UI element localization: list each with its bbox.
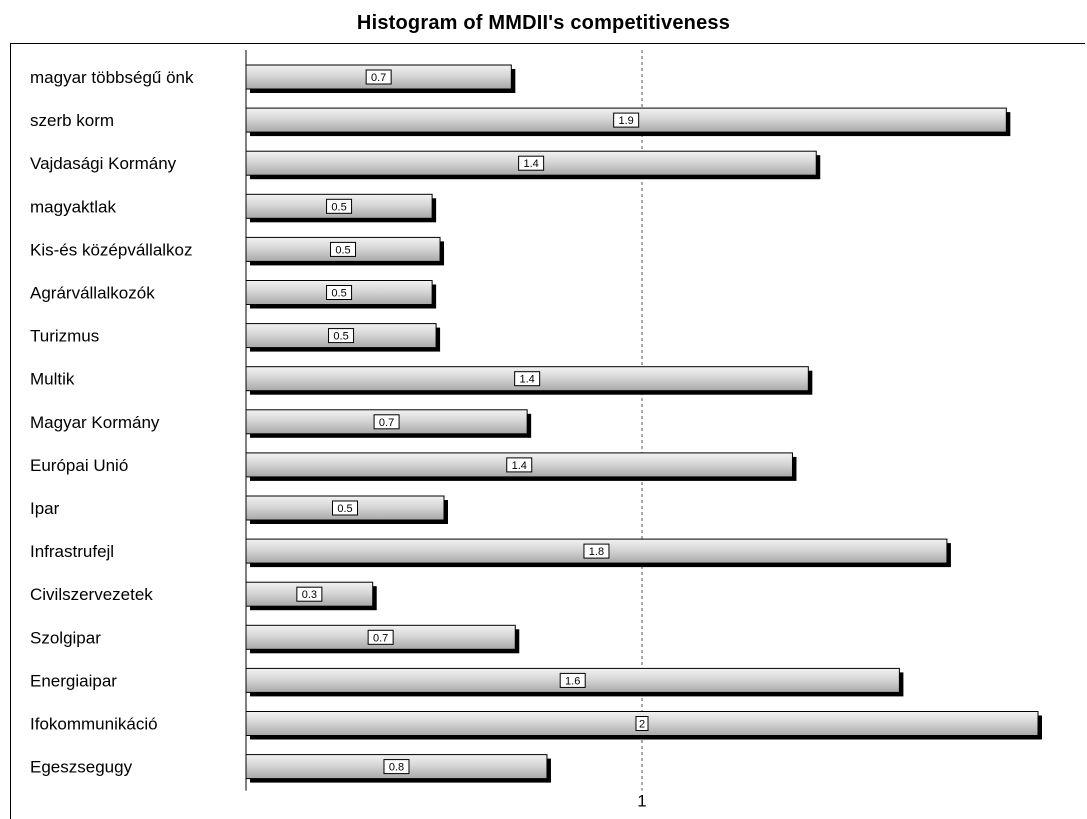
category-label: Energiaipar [30,671,117,690]
value-label: 1.4 [512,460,527,472]
category-label: Civilszervezetek [30,585,153,604]
value-label: 0.8 [389,762,404,774]
value-label: 1.9 [619,115,634,127]
value-label: 1.4 [523,158,538,170]
value-label: 1.4 [520,374,535,386]
category-label: Vajdasági Kormány [30,154,177,173]
value-label-box [332,500,358,516]
category-label: Magyar Kormány [30,413,160,432]
category-label: Agrárvállalkozók [30,284,155,303]
bar [245,452,793,478]
value-label: 0.5 [331,201,346,213]
value-label: 0.7 [373,632,388,644]
category-label: Ifokommunikáció [30,715,158,734]
chart-title: Histogram of MMDII's competitiveness [356,12,731,34]
category-label: szerb korm [30,111,114,130]
category-label: Egeszsegugy [30,758,133,777]
value-label: 0.5 [331,288,346,300]
value-label-box [518,155,545,171]
category-label: magyaktlak [30,197,116,216]
value-label-box [326,198,353,214]
value-label: 0.7 [371,72,386,84]
value-label-box [326,285,353,300]
value-label-box [365,69,392,85]
value-label-box [330,241,357,257]
value-label-box [383,759,410,775]
value-label-box [583,543,610,559]
plot-frame [10,43,1085,819]
value-label: 0.7 [379,417,394,429]
value-label-box [613,112,640,128]
value-label-box [373,414,400,430]
value-label: 2 [639,719,645,731]
value-label-box [296,586,323,602]
category-label: Infrastrufejl [30,542,114,561]
value-label: 0.5 [337,503,352,515]
category-label: Európai Unió [30,456,128,475]
category-label: Ipar [30,499,60,518]
value-label: 0.3 [302,589,317,601]
value-label-box [635,716,649,731]
category-label: Szolgipar [30,628,101,647]
category-label: Turizmus [30,327,99,346]
category-label: magyar többségű önk [30,68,194,87]
x-tick-label: 1 [637,792,646,811]
value-label: 1.6 [565,675,580,687]
value-label: 1.8 [589,546,604,558]
category-label: Kis-és középvállalkoz [30,240,193,259]
bar [245,538,948,564]
value-label-box [506,457,533,473]
value-label-box [328,328,355,344]
value-label-box [514,371,541,387]
value-label-box [559,672,586,688]
category-label: Multik [30,370,75,389]
value-label: 0.5 [333,331,348,343]
value-label: 0.5 [335,244,350,256]
value-label-box [367,629,394,645]
